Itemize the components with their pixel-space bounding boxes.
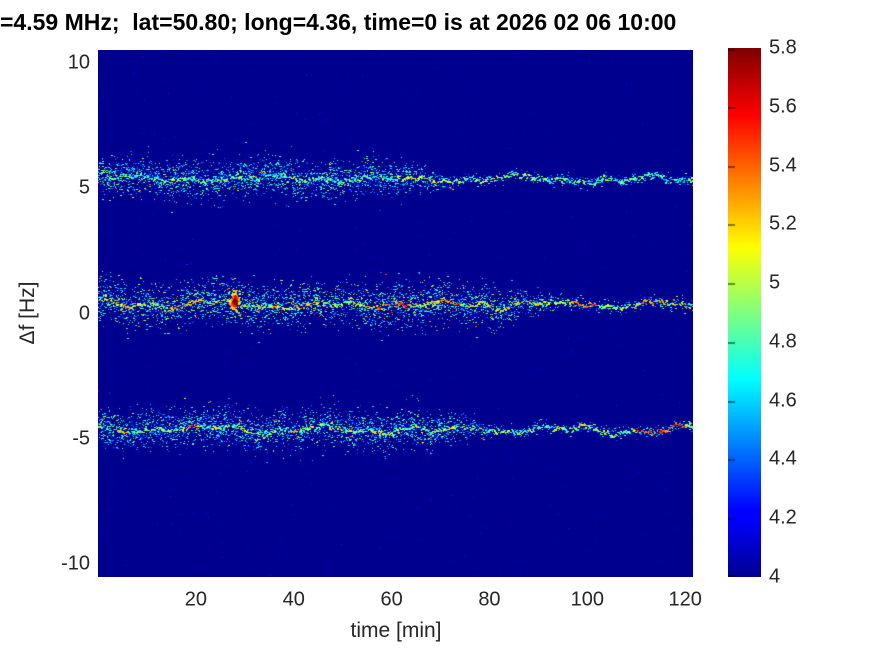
colorbar-tick-label: 4.8: [769, 330, 797, 353]
colorbar-tick-label: 4.2: [769, 506, 797, 529]
x-tick-label: 120: [668, 588, 702, 611]
y-axis-label: Δf [Hz]: [16, 281, 39, 345]
colorbar-tick-label: 5: [769, 271, 781, 294]
y-tick-label: 5: [78, 176, 90, 199]
colorbar-tick-label: 5.8: [769, 36, 797, 59]
y-tick-label: 10: [67, 51, 90, 74]
colorbar-tick-label: 5.6: [769, 95, 797, 118]
x-tick-label: 60: [380, 588, 403, 611]
x-axis-label: time [min]: [350, 619, 442, 642]
y-tick-label: 0: [78, 302, 90, 324]
colorbar-tick-label: 4.6: [769, 389, 797, 412]
plot-title: =4.59 MHz; lat=50.80; long=4.36, time=0 …: [0, 9, 677, 35]
x-tick-label: 80: [478, 588, 501, 611]
y-tick-label: -5: [72, 427, 90, 450]
colorbar-tick-label: 4.4: [769, 447, 797, 470]
colorbar-canvas: [728, 48, 761, 577]
x-tick-label: 20: [184, 588, 207, 611]
x-tick-label: 100: [570, 588, 604, 611]
colorbar-tick-label: 5.4: [769, 154, 797, 177]
spectrogram-canvas: [98, 50, 693, 577]
colorbar-tick-label: 4: [769, 565, 781, 588]
x-tick-label: 40: [282, 588, 305, 611]
y-tick-label: -10: [61, 552, 90, 575]
colorbar-tick-label: 5.2: [769, 212, 797, 235]
